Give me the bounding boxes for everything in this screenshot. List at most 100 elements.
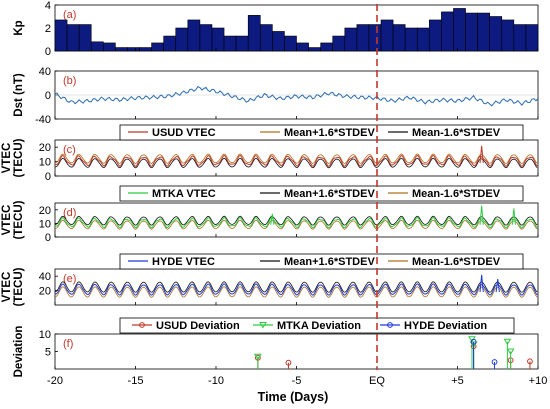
- vtec-spike: [495, 279, 500, 293]
- x-tick-label: +10: [529, 375, 548, 387]
- upper-bound-line: [54, 281, 538, 293]
- kp-bar: [453, 8, 466, 52]
- vtec-line: [54, 154, 538, 167]
- kp-bar: [332, 35, 346, 52]
- kp-bar: [54, 19, 68, 52]
- kp-bar: [320, 42, 334, 52]
- legend-label: Mean+1.6*STDEV: [284, 256, 375, 268]
- kp-bar: [404, 27, 418, 52]
- kp-bar: [392, 24, 406, 52]
- legend-marker: [387, 322, 393, 328]
- kp-bar: [259, 24, 273, 52]
- legend-box: [119, 185, 524, 202]
- y-tick-label: 10: [39, 218, 51, 230]
- legend: HYDE VTEC Mean+1.6*STDEV Mean-1.6*STDEV: [119, 253, 524, 270]
- y-axis-label: (TECU): [13, 200, 25, 239]
- hyde-marker: [491, 359, 498, 365]
- mtka-marker: [503, 338, 512, 346]
- y-tick-label: 0: [45, 232, 51, 244]
- panel-label: (b): [63, 75, 76, 87]
- kp-bar: [223, 35, 237, 52]
- legend-marker: [259, 322, 267, 329]
- kp-bar: [175, 27, 189, 52]
- vtec-spike: [270, 213, 275, 225]
- panel-a: 0 2 4 Kp (a): [13, 0, 539, 58]
- y-tick-label: 10: [39, 329, 51, 341]
- kp-bar: [416, 27, 430, 52]
- legend-label: USUD VTEC: [152, 127, 216, 139]
- kp-bar: [429, 19, 442, 52]
- y-tick-label: 20: [39, 205, 51, 217]
- y-axis-label: Kp: [13, 20, 25, 35]
- kp-bar: [272, 31, 285, 52]
- kp-bar: [139, 47, 152, 52]
- kp-bar: [235, 35, 249, 52]
- legend-label: MTKA VTEC: [152, 188, 216, 200]
- y-tick-label: 20: [39, 142, 51, 154]
- x-tick-label: +5: [451, 375, 464, 387]
- y-tick-label: 40: [39, 271, 51, 283]
- kp-bar: [525, 24, 539, 52]
- kp-bar: [211, 27, 225, 52]
- x-tick-label: -15: [128, 375, 144, 387]
- plot-frame: [54, 333, 539, 370]
- x-tick-label: EQ: [369, 375, 385, 387]
- legend-box: [119, 253, 524, 270]
- kp-bar: [344, 27, 358, 52]
- panel-label: (c): [63, 144, 76, 156]
- kp-bar: [356, 24, 370, 52]
- legend: MTKA VTEC Mean+1.6*STDEV Mean-1.6*STDEV: [119, 185, 524, 202]
- y-tick-label: 4: [45, 0, 51, 12]
- legend-label: Mean-1.6*STDEV: [412, 256, 501, 268]
- kp-bar: [308, 47, 321, 52]
- legend-label: Mean-1.6*STDEV: [412, 188, 501, 200]
- y-axis-label: Deviation: [13, 326, 25, 378]
- y-axis-label: (TECU): [13, 267, 25, 306]
- legend-label: Mean-1.6*STDEV: [412, 127, 501, 139]
- y-tick-label: -40: [35, 114, 51, 126]
- vtec-spike: [479, 274, 484, 293]
- kp-bar: [368, 24, 382, 52]
- legend-label: USUD Deviation: [156, 320, 240, 332]
- kp-bar: [103, 42, 116, 52]
- y-axis-label: (TECU): [13, 138, 25, 177]
- panel-label: (d): [63, 207, 76, 219]
- kp-bar: [151, 42, 164, 52]
- panel-e: 20 40 VTEC (TECU) (e) HYDE VTEC Mean+1.6*STDEV…: [1, 253, 539, 306]
- kp-bar: [199, 24, 213, 52]
- legend-label: Mean+1.6*STDEV: [284, 188, 375, 200]
- mtka-marker: [253, 353, 262, 361]
- legend-label: Mean+1.6*STDEV: [284, 127, 375, 139]
- y-tick-label: 2: [45, 23, 51, 35]
- x-tick-label: -5: [292, 375, 302, 387]
- y-tick-label: 10: [39, 157, 51, 169]
- vtec-spike: [479, 205, 484, 225]
- legend-label: HYDE Deviation: [404, 320, 487, 332]
- panel-c: 0 10 20 VTEC (TECU) (c) USUD VTEC Mean+1.6*STDE…: [1, 124, 539, 183]
- y-axis-label: VTEC: [1, 272, 13, 303]
- y-tick-label: 0: [45, 46, 51, 58]
- panel-label: (f): [63, 338, 73, 350]
- kp-bar: [501, 19, 515, 52]
- panel-label: (a): [63, 9, 76, 21]
- hyde-marker: [470, 338, 477, 345]
- kp-bar: [247, 15, 261, 52]
- legend-label: MTKA Deviation: [277, 320, 361, 332]
- kp-bar: [127, 47, 140, 52]
- upper-bound-line: [54, 215, 538, 226]
- y-axis-label: VTEC: [1, 143, 13, 174]
- kp-bar: [489, 16, 503, 52]
- vtec-line: [54, 217, 538, 229]
- lower-bound-line: [54, 157, 538, 169]
- y-tick-label: 0: [45, 171, 51, 183]
- y-tick-label: 40: [39, 66, 51, 78]
- legend-label: HYDE VTEC: [152, 256, 215, 268]
- y-tick-label: 20: [39, 286, 51, 298]
- mtka-marker: [506, 348, 515, 355]
- vtec-line: [54, 283, 538, 296]
- lower-bound-line: [54, 286, 538, 298]
- y-axis-label: Dst (nT): [13, 73, 25, 117]
- kp-bar: [163, 35, 177, 52]
